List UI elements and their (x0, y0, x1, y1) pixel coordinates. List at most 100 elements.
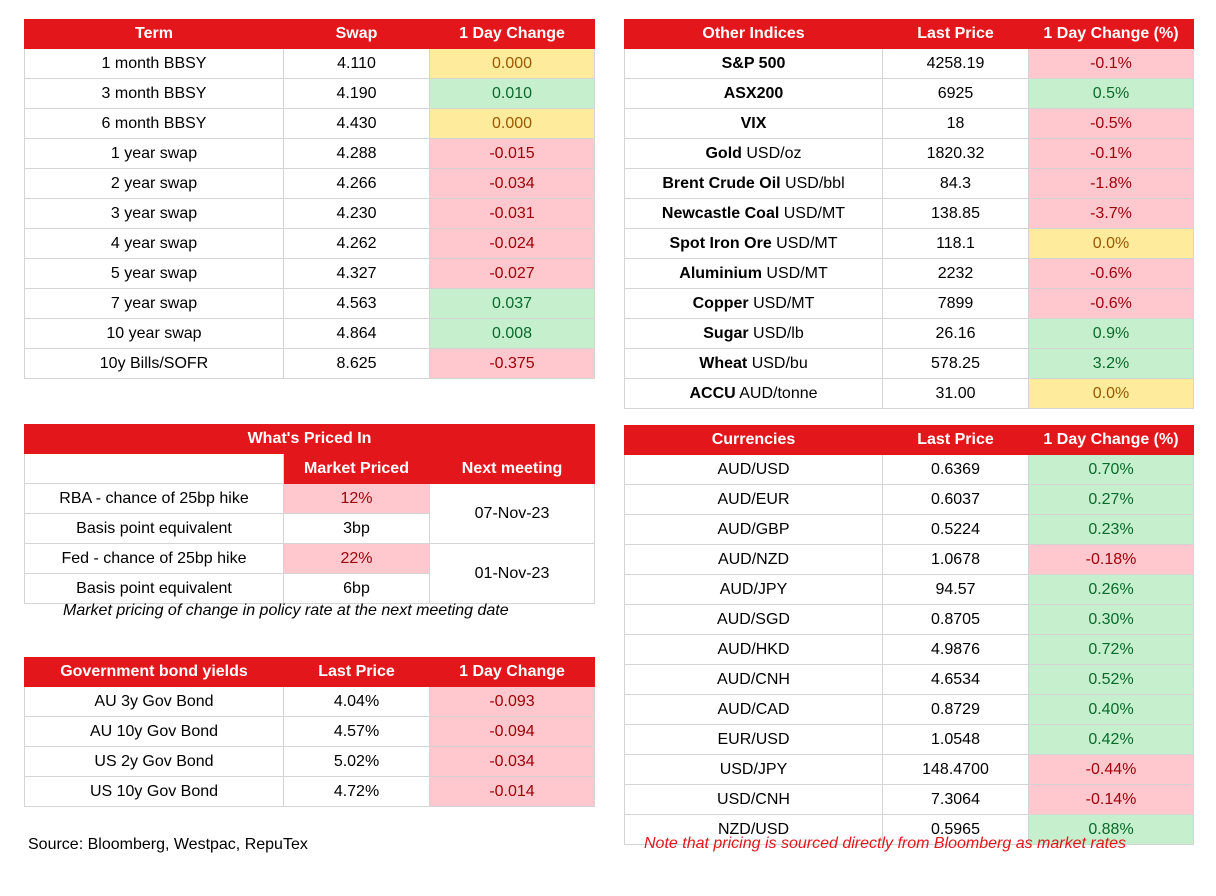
currencies-row: AUD/CNH 4.6534 0.52% (624, 664, 1194, 695)
bond-name: AU 10y Gov Bond (24, 716, 284, 747)
index-name-cell: Newcastle Coal USD/MT (624, 198, 883, 229)
swap-term: 3 year swap (24, 198, 284, 229)
priced-row: Basis point equivalent 6bp (24, 573, 595, 604)
index-change: 3.2% (1028, 348, 1194, 379)
index-name: S&P 500 (721, 54, 786, 72)
swap-change: -0.034 (429, 168, 595, 199)
index-price: 18 (882, 108, 1029, 139)
index-change: 0.0% (1028, 378, 1194, 409)
swap-value: 4.190 (283, 78, 430, 109)
index-unit: AUD/tonne (739, 384, 818, 402)
bond-name: US 2y Gov Bond (24, 746, 284, 777)
currencies-row: AUD/SGD 0.8705 0.30% (624, 604, 1194, 635)
index-price: 118.1 (882, 228, 1029, 259)
priced-row: Fed - chance of 25bp hike 22% 01-Nov-23 (24, 543, 595, 604)
source-footer: Source: Bloomberg, Westpac, RepuTex (28, 836, 308, 853)
swap-term: 1 month BBSY (24, 48, 284, 79)
currencies-row: USD/CNH 7.3064 -0.14% (624, 784, 1194, 815)
currency-price: 1.0678 (882, 544, 1029, 575)
index-name: Brent Crude Oil (662, 174, 781, 192)
indices-row: Spot Iron Ore USD/MT 118.1 0.0% (624, 228, 1194, 259)
swap-term: 10y Bills/SOFR (24, 348, 284, 379)
priced-title-row: What's Priced In (24, 424, 595, 454)
index-name-cell: Gold USD/oz (624, 138, 883, 169)
priced-header-meeting: Next meeting (429, 453, 595, 484)
index-price: 7899 (882, 288, 1029, 319)
currency-price: 0.6369 (882, 454, 1029, 485)
swap-change: 0.000 (429, 48, 595, 79)
currency-price: 0.8729 (882, 694, 1029, 725)
bonds-table: Government bond yields Last Price 1 Day … (24, 657, 595, 807)
priced-label: Basis point equivalent (24, 573, 284, 604)
priced-header-blank (24, 453, 284, 484)
currency-change: -0.14% (1028, 784, 1194, 815)
pricing-note: Note that pricing is sourced directly fr… (644, 835, 1126, 852)
swap-change: 0.037 (429, 288, 595, 319)
index-unit: USD/bbl (785, 174, 845, 192)
index-name: Aluminium (679, 264, 762, 282)
currencies-table: Currencies Last Price 1 Day Change (%) A… (624, 425, 1194, 845)
priced-meeting-fed: 01-Nov-23 (429, 543, 595, 604)
index-unit: USD/MT (783, 204, 846, 222)
currency-change: 0.30% (1028, 604, 1194, 635)
currencies-row: AUD/GBP 0.5224 0.23% (624, 514, 1194, 545)
index-name-cell: Aluminium USD/MT (624, 258, 883, 289)
swap-change: -0.031 (429, 198, 595, 229)
currency-pair: AUD/CNH (624, 664, 883, 695)
currencies-row: USD/JPY 148.4700 -0.44% (624, 754, 1194, 785)
swap-term: 1 year swap (24, 138, 284, 169)
currencies-row: NZD/USD 0.5965 0.88% (624, 814, 1194, 845)
swap-row: 2 year swap 4.266 -0.034 (24, 168, 595, 199)
currency-price: 0.8705 (882, 604, 1029, 635)
index-name: Wheat (699, 354, 748, 372)
currency-price: 7.3064 (882, 784, 1029, 815)
swap-row: 10y Bills/SOFR 8.625 -0.375 (24, 348, 595, 379)
index-name-cell: Sugar USD/lb (624, 318, 883, 349)
index-unit: USD/MT (766, 264, 828, 282)
indices-header-row: Other Indices Last Price 1 Day Change (%… (624, 19, 1194, 49)
currency-change: 0.42% (1028, 724, 1194, 755)
currency-pair: AUD/CAD (624, 694, 883, 725)
bond-price: 4.04% (283, 686, 430, 717)
index-change: -0.6% (1028, 288, 1194, 319)
index-name-cell: ACCU AUD/tonne (624, 378, 883, 409)
swap-change: -0.015 (429, 138, 595, 169)
index-price: 4258.19 (882, 48, 1029, 79)
currency-pair: AUD/SGD (624, 604, 883, 635)
bond-name: US 10y Gov Bond (24, 776, 284, 807)
index-price: 578.25 (882, 348, 1029, 379)
indices-row: Copper USD/MT 7899 -0.6% (624, 288, 1194, 319)
currency-change: 0.52% (1028, 664, 1194, 695)
index-price: 6925 (882, 78, 1029, 109)
swap-term: 3 month BBSY (24, 78, 284, 109)
index-change: 0.5% (1028, 78, 1194, 109)
currency-price: 0.5224 (882, 514, 1029, 545)
index-change: -1.8% (1028, 168, 1194, 199)
swap-row: 6 month BBSY 4.430 0.000 (24, 108, 595, 139)
index-change: -0.5% (1028, 108, 1194, 139)
priced-value: 22% (283, 543, 430, 574)
bonds-row: US 2y Gov Bond 5.02% -0.034 (24, 746, 595, 777)
priced-value: 12% (283, 483, 430, 514)
priced-title: What's Priced In (24, 424, 595, 454)
swap-term: 7 year swap (24, 288, 284, 319)
swap-change: 0.008 (429, 318, 595, 349)
bond-price: 4.57% (283, 716, 430, 747)
index-name: ACCU (689, 384, 736, 402)
priced-label: Fed - chance of 25bp hike (24, 543, 284, 574)
priced-meeting-rba: 07-Nov-23 (429, 483, 595, 544)
index-change: 0.9% (1028, 318, 1194, 349)
swap-value: 4.110 (283, 48, 430, 79)
swap-term: 6 month BBSY (24, 108, 284, 139)
swap-value: 4.864 (283, 318, 430, 349)
currency-change: 0.70% (1028, 454, 1194, 485)
index-name-cell: Copper USD/MT (624, 288, 883, 319)
currency-price: 1.0548 (882, 724, 1029, 755)
swap-change: -0.027 (429, 258, 595, 289)
swap-change: 0.000 (429, 108, 595, 139)
index-name-cell: S&P 500 (624, 48, 883, 79)
index-name-cell: Brent Crude Oil USD/bbl (624, 168, 883, 199)
priced-table: What's Priced In Market Priced Next meet… (24, 424, 595, 604)
currency-change: 0.27% (1028, 484, 1194, 515)
bond-price: 5.02% (283, 746, 430, 777)
